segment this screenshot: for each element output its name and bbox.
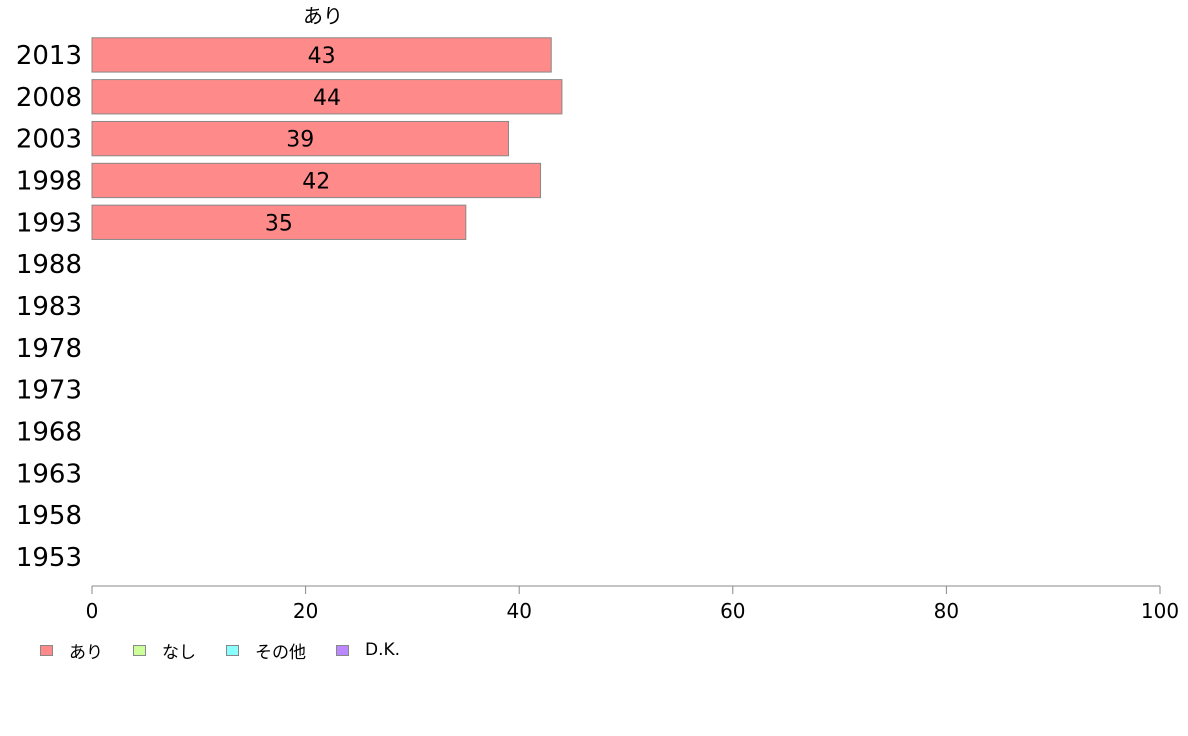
category-label-2008: 2008 bbox=[16, 83, 82, 113]
bar-2013-series-0 bbox=[91, 37, 552, 73]
category-label-1968: 1968 bbox=[16, 418, 82, 448]
legend-item-ari: あり bbox=[40, 638, 103, 663]
category-label-1963: 1963 bbox=[16, 459, 82, 489]
legend-item-dk: D.K. bbox=[336, 640, 400, 660]
legend-label: なし bbox=[162, 642, 196, 663]
column-header-label: あり bbox=[303, 4, 343, 28]
legend-label: D.K. bbox=[365, 640, 401, 660]
category-label-1973: 1973 bbox=[16, 376, 82, 406]
legend-item-sonota: その他 bbox=[226, 638, 306, 663]
value-labels: 43 44 39 42 35 bbox=[265, 44, 341, 236]
value-label-2013-series-0: 43 bbox=[308, 44, 336, 69]
bars-group bbox=[91, 37, 563, 240]
category-labels: 2013 2008 2003 1998 1993 1988 1983 1978 1973 1968… bbox=[16, 41, 82, 573]
x-axis: 0 20 40 60 80 100 bbox=[86, 585, 1179, 623]
category-label-1983: 1983 bbox=[16, 292, 82, 322]
category-label-1988: 1988 bbox=[16, 250, 82, 280]
legend-swatch bbox=[336, 644, 349, 656]
legend-swatch bbox=[40, 644, 53, 656]
value-label-2008-series-0: 44 bbox=[313, 86, 341, 111]
x-tick-label-60: 60 bbox=[720, 599, 745, 623]
category-label-1993: 1993 bbox=[16, 208, 82, 238]
category-label-2013: 2013 bbox=[16, 41, 82, 71]
category-label-1998: 1998 bbox=[16, 166, 82, 196]
legend-label: その他 bbox=[255, 642, 306, 663]
legend-swatch bbox=[133, 644, 146, 656]
category-label-1958: 1958 bbox=[16, 501, 82, 531]
x-tick-label-0: 0 bbox=[86, 599, 99, 623]
legend-swatch bbox=[226, 644, 239, 656]
bar-1993-series-0 bbox=[91, 204, 467, 240]
x-tick-label-80: 80 bbox=[934, 599, 959, 623]
value-label-1998-series-0: 42 bbox=[302, 169, 330, 194]
x-tick-label-20: 20 bbox=[293, 599, 318, 623]
category-label-2003: 2003 bbox=[16, 125, 82, 155]
bar-2008-series-0 bbox=[91, 79, 563, 115]
legend-item-nashi: なし bbox=[133, 638, 196, 663]
bar-2003-series-0 bbox=[91, 120, 510, 157]
value-label-2003-series-0: 39 bbox=[286, 128, 314, 153]
category-label-1978: 1978 bbox=[16, 334, 82, 364]
x-tick-label-40: 40 bbox=[506, 599, 531, 623]
legend-label: あり bbox=[69, 642, 103, 663]
bar-1998-series-0 bbox=[91, 162, 542, 199]
x-tick-label-100: 100 bbox=[1141, 599, 1179, 623]
legend: あり なし その他 D.K. bbox=[40, 638, 430, 663]
value-label-1993-series-0: 35 bbox=[265, 211, 293, 236]
category-label-1953: 1953 bbox=[16, 543, 82, 573]
